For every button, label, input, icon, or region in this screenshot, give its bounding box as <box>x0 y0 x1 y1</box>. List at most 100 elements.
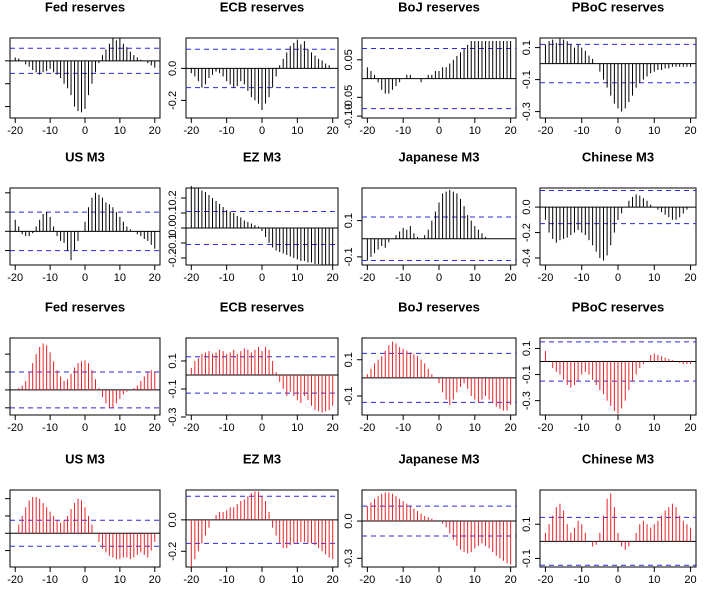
x-tick-label: 20 <box>327 272 339 284</box>
y-tick-label: 0.1 <box>343 213 355 228</box>
x-tick-label: 20 <box>149 574 161 586</box>
x-tick-label: 20 <box>505 574 517 586</box>
x-tick-label: 10 <box>648 272 660 284</box>
y-tick-label: -0.2 <box>521 223 533 242</box>
x-tick-label: -10 <box>574 574 590 586</box>
y-tick-label: 0.1 <box>167 205 179 220</box>
x-tick-label: 0 <box>82 272 88 284</box>
y-tick-label: 0.05 <box>343 49 355 70</box>
x-tick-label: -20 <box>537 574 553 586</box>
panel-title: ECB reserves <box>220 299 305 314</box>
y-tick-label: -0.2 <box>167 542 179 561</box>
x-tick-label: 10 <box>114 574 126 586</box>
x-tick-label: 10 <box>469 422 481 434</box>
panel-title: US M3 <box>65 149 105 164</box>
x-tick-label: 0 <box>82 422 88 434</box>
x-tick-label: 0 <box>615 422 621 434</box>
y-tick-label: 0.1 <box>343 352 355 367</box>
y-tick-label: -0.3 <box>167 407 179 426</box>
x-tick-label: 0 <box>436 125 442 137</box>
x-tick-label: 0 <box>436 574 442 586</box>
panel-title: PBoC reserves <box>572 299 665 314</box>
panel-title: Japanese M3 <box>399 149 480 164</box>
x-tick-label: -20 <box>537 422 553 434</box>
x-tick-label: 0 <box>436 272 442 284</box>
panel-title: ECB reserves <box>220 0 305 14</box>
x-tick-label: -10 <box>219 574 235 586</box>
x-tick-label: -20 <box>359 574 375 586</box>
y-tick-label: -0.05 <box>343 85 355 110</box>
y-tick-label: 0.1 <box>521 40 533 55</box>
y-tick-label: 0.0 <box>167 220 179 235</box>
x-tick-label: 10 <box>648 125 660 137</box>
y-tick-label: -0.4 <box>521 249 533 268</box>
x-tick-label: -10 <box>395 272 411 284</box>
x-tick-label: 10 <box>114 422 126 434</box>
x-tick-label: 20 <box>505 422 517 434</box>
x-tick-label: 20 <box>149 422 161 434</box>
x-tick-label: 20 <box>684 422 696 434</box>
x-tick-label: -10 <box>395 422 411 434</box>
x-tick-label: -20 <box>183 574 199 586</box>
x-tick-label: 10 <box>648 574 660 586</box>
x-tick-label: 20 <box>327 574 339 586</box>
y-tick-label: 0.0 <box>521 199 533 214</box>
panel-title: PBoC reserves <box>572 0 665 14</box>
x-tick-label: -20 <box>7 272 23 284</box>
x-tick-label: -20 <box>359 272 375 284</box>
x-tick-label: 10 <box>469 574 481 586</box>
x-tick-label: -20 <box>7 422 23 434</box>
y-tick-label: -0.3 <box>521 391 533 410</box>
x-tick-label: 10 <box>291 272 303 284</box>
y-tick-label: -0.2 <box>167 91 179 110</box>
x-tick-label: 0 <box>259 422 265 434</box>
panel-title: Chinese M3 <box>582 149 654 164</box>
x-tick-label: -10 <box>574 272 590 284</box>
panel-title: BoJ reserves <box>398 299 480 314</box>
x-tick-label: 0 <box>615 574 621 586</box>
panel-title: EZ M3 <box>243 451 281 466</box>
y-tick-label: 0.0 <box>167 512 179 527</box>
y-tick-label: 0.2 <box>167 190 179 205</box>
x-tick-label: 20 <box>684 125 696 137</box>
x-tick-label: -10 <box>574 125 590 137</box>
x-tick-label: 20 <box>149 272 161 284</box>
x-tick-label: 20 <box>327 422 339 434</box>
x-tick-label: 10 <box>291 125 303 137</box>
x-tick-label: 0 <box>82 574 88 586</box>
x-tick-label: -20 <box>183 272 199 284</box>
x-tick-label: 20 <box>684 272 696 284</box>
x-tick-label: 20 <box>684 574 696 586</box>
x-tick-label: -10 <box>42 272 58 284</box>
x-tick-label: -20 <box>359 422 375 434</box>
y-tick-label: -0.1 <box>521 70 533 89</box>
x-tick-label: -20 <box>537 125 553 137</box>
x-tick-label: 10 <box>114 272 126 284</box>
panel-title: Fed reserves <box>45 0 125 14</box>
x-tick-label: 20 <box>327 125 339 137</box>
x-tick-label: 20 <box>505 125 517 137</box>
x-tick-label: -20 <box>183 125 199 137</box>
x-tick-label: -10 <box>42 125 58 137</box>
y-tick-label: 0.1 <box>167 353 179 368</box>
y-tick-label: 0.1 <box>521 517 533 532</box>
panel-title: EZ M3 <box>243 149 281 164</box>
x-tick-label: 0 <box>259 125 265 137</box>
y-tick-label: 0.1 <box>521 341 533 356</box>
x-tick-label: -10 <box>42 422 58 434</box>
x-tick-label: -10 <box>42 574 58 586</box>
panel-title: Japanese M3 <box>399 451 480 466</box>
x-tick-label: 10 <box>114 125 126 137</box>
x-tick-label: 10 <box>648 422 660 434</box>
x-tick-label: -10 <box>395 125 411 137</box>
x-tick-label: -20 <box>7 125 23 137</box>
y-tick-label: -0.1 <box>521 549 533 568</box>
x-tick-label: 0 <box>436 422 442 434</box>
y-tick-label: -0.3 <box>343 549 355 568</box>
x-tick-label: 10 <box>469 125 481 137</box>
x-tick-label: -10 <box>395 574 411 586</box>
x-tick-label: 10 <box>469 272 481 284</box>
x-tick-label: 20 <box>505 272 517 284</box>
y-tick-label: 0.0 <box>343 513 355 528</box>
